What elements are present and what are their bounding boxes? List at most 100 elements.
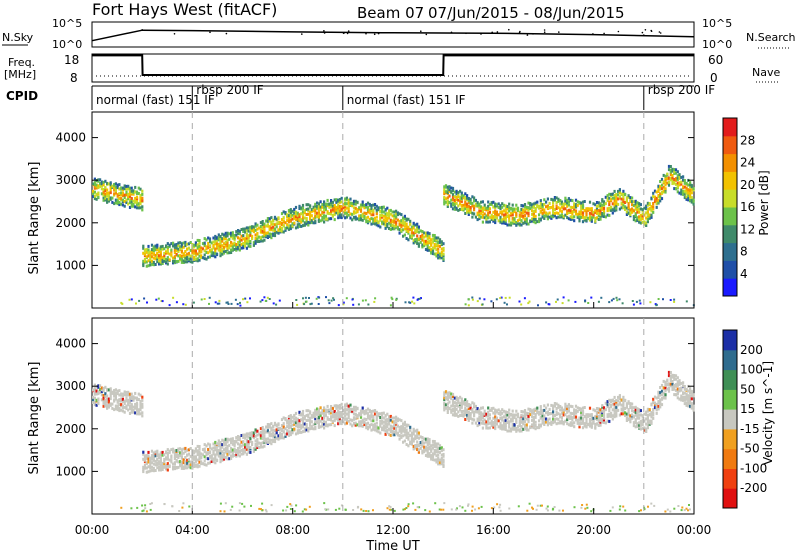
velocity-echo-cell xyxy=(265,425,268,429)
velocity-echo-cell xyxy=(342,416,345,420)
power-echo-cell xyxy=(114,185,117,189)
near-range-echo xyxy=(242,298,244,301)
power-echo-cell xyxy=(391,219,394,223)
power-echo-cell xyxy=(359,216,363,220)
power-echo-cell xyxy=(143,258,147,261)
velocity-echo-cell xyxy=(636,411,639,415)
velocity-echo-cell xyxy=(238,449,241,453)
power-echo-cell xyxy=(652,202,655,205)
velocity-echo-cell xyxy=(191,454,194,458)
near-range-echo xyxy=(518,300,521,303)
velocity-echo-cell xyxy=(625,412,628,416)
power-echo-cell xyxy=(111,184,114,188)
power-echo-cell xyxy=(128,192,132,196)
velocity-echo-cell xyxy=(154,454,157,458)
power-echo-cell xyxy=(541,208,544,212)
power-echo-cell xyxy=(538,206,541,210)
power-echo-cell xyxy=(464,200,467,204)
velocity-echo-cell xyxy=(237,451,240,455)
power-echo-cell xyxy=(107,194,110,198)
velocity-echo-cell xyxy=(272,438,275,442)
velocity-echo-cell xyxy=(423,437,426,441)
power-echo-cell xyxy=(365,220,368,224)
velocity-echo-cell xyxy=(682,391,685,395)
near-range-echo xyxy=(669,299,672,301)
power-echo-cell xyxy=(652,207,655,211)
near-range-echo xyxy=(687,509,689,512)
velocity-echo-cell xyxy=(620,407,623,411)
velocity-echo-cell xyxy=(309,410,312,414)
power-echo-cell xyxy=(377,220,380,224)
velocity-echo-cell xyxy=(272,431,275,435)
velocity-echo-cell xyxy=(107,405,110,409)
velocity-echo-cell xyxy=(433,440,436,443)
power-echo-cell xyxy=(244,237,247,241)
power-echo-cell xyxy=(121,188,124,192)
near-range-echo xyxy=(278,299,281,302)
velocity-echo-cell xyxy=(571,412,574,416)
power-echo-cell xyxy=(638,207,641,211)
noise-point xyxy=(480,33,482,35)
cpid-label: CPID xyxy=(6,89,38,103)
near-range-echo xyxy=(562,296,565,299)
power-echo-cell xyxy=(460,196,463,200)
velocity-echo-cell xyxy=(259,442,262,446)
power-echo-cell xyxy=(296,211,299,215)
velocity-echo-cell xyxy=(400,419,403,423)
power-echo-cell xyxy=(373,222,377,226)
velocity-echo-cell xyxy=(191,466,194,470)
velocity-echo-cell xyxy=(228,457,231,461)
power-echo-cell xyxy=(100,184,103,187)
velocity-echo-cell xyxy=(344,411,347,415)
power-echo-cell xyxy=(118,187,121,191)
power-echo-cell xyxy=(114,201,117,205)
velocity-echo-cell xyxy=(509,413,513,416)
power-echo-cell xyxy=(636,205,639,209)
near-range-echo xyxy=(688,508,691,511)
velocity-echo-cell xyxy=(437,459,440,463)
power-echo-cell xyxy=(613,201,616,205)
power-echo-cell xyxy=(451,195,455,199)
velocity-echo-cell xyxy=(671,380,674,383)
velocity-echo-cell xyxy=(111,402,114,406)
power-echo-cell xyxy=(459,195,462,199)
near-range-echo xyxy=(490,300,493,303)
power-echo-cell xyxy=(196,238,199,242)
velocity-echo-cell xyxy=(224,446,227,450)
power-echo-cell xyxy=(93,181,96,185)
near-range-echo xyxy=(225,301,228,304)
power-echo-cell xyxy=(613,203,616,207)
power-echo-cell xyxy=(632,215,635,219)
power-echo-cell xyxy=(534,214,537,218)
power-echo-cell xyxy=(567,197,570,201)
velocity-echo-cell xyxy=(175,455,178,458)
power-echo-cell xyxy=(682,190,685,193)
power-echo-cell xyxy=(303,209,306,213)
near-range-echo xyxy=(442,508,445,511)
near-range-echo xyxy=(219,502,222,505)
power-echo-cell xyxy=(93,177,96,181)
power-echo-cell xyxy=(314,202,317,206)
power-echo-cell xyxy=(139,187,142,191)
power-echo-cell xyxy=(214,249,217,253)
power-echo-cell xyxy=(194,257,197,261)
power-echo-cell xyxy=(490,216,493,220)
power-echo-cell xyxy=(487,213,490,217)
power-echo-cell xyxy=(685,197,688,201)
power-echo-cell xyxy=(159,254,162,258)
power-echo-cell xyxy=(166,249,169,253)
power-echo-cell xyxy=(323,220,326,224)
power-echo-cell xyxy=(481,200,484,204)
velocity-echo-cell xyxy=(145,456,148,460)
velocity-echo-cell xyxy=(324,423,327,427)
velocity-echo-cell xyxy=(657,406,660,410)
y-tick-label: 2000 xyxy=(55,216,86,230)
velocity-echo-cell xyxy=(430,444,433,448)
power-echo-cell xyxy=(294,212,298,216)
power-echo-cell xyxy=(180,254,183,258)
power-echo-cell xyxy=(641,220,644,224)
velocity-echo-cell xyxy=(316,421,319,424)
power-echo-cell xyxy=(261,223,264,226)
power-echo-cell xyxy=(237,245,240,249)
near-range-echo xyxy=(142,509,145,512)
